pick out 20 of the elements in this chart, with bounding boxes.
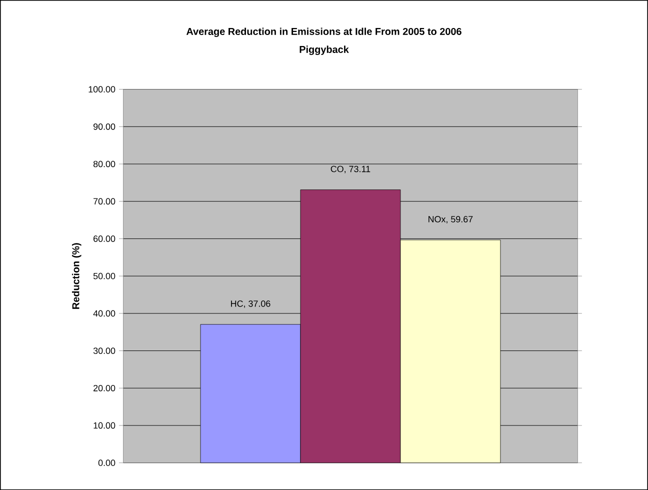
chart-title: Average Reduction in Emissions at Idle From 2005 to 2006 [186, 28, 462, 37]
y-tick-label: 50.00 [93, 272, 116, 280]
series-label: CO [330, 166, 344, 172]
y-tick-label: 30.00 [93, 347, 116, 354]
y-tick-label: 20.00 [94, 384, 116, 392]
y-tick-label: 40.00 [93, 310, 116, 316]
y-tick-label: 0.00 [98, 460, 116, 466]
chart-subtitle: Piggyback [300, 46, 349, 55]
y-tick-label: 70.00 [94, 198, 116, 204]
series-label: HC [231, 300, 243, 307]
y-tick-label: 10.00 [94, 422, 116, 429]
data-label: , 59.67 [446, 216, 473, 224]
y-tick-label: 60.00 [94, 235, 116, 242]
data-label: , 37.06 [244, 300, 270, 308]
y-tick-label: 90.00 [94, 123, 116, 130]
data-label: , 73.11 [344, 166, 370, 174]
y-tick-label: 100.00 [88, 86, 116, 92]
y-axis-title: Reduction (%) [72, 243, 82, 309]
series-label: NOx [428, 216, 446, 222]
y-tick-label: 80.00 [93, 160, 116, 168]
